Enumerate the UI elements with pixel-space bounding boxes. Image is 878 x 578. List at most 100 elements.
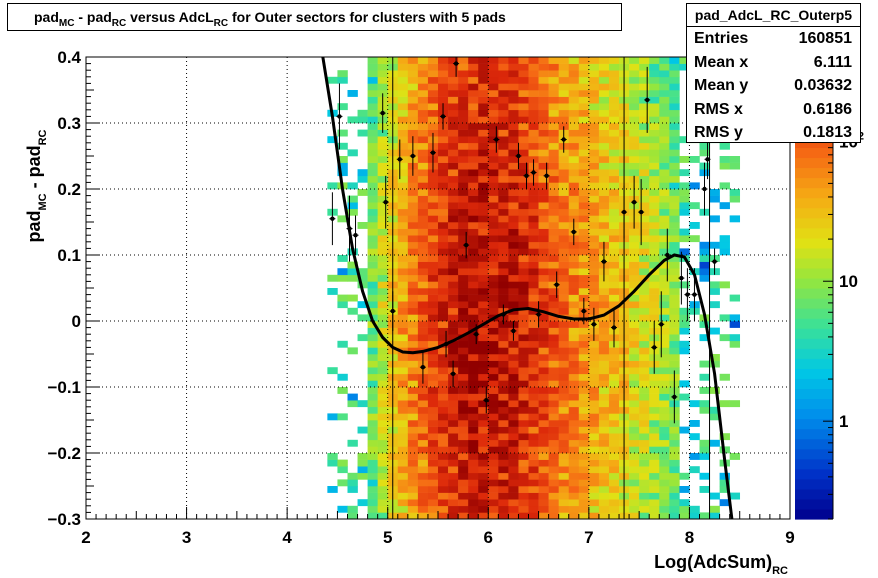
heatmap-cell xyxy=(629,83,640,91)
heatmap-cell xyxy=(568,156,580,163)
heatmap-cell xyxy=(427,116,439,124)
point-marker xyxy=(611,325,617,330)
heatmap-cell xyxy=(458,433,469,441)
heatmap-cell xyxy=(669,90,680,97)
heatmap-cell xyxy=(578,426,590,434)
heatmap-cell xyxy=(498,228,509,236)
heatmap-cell xyxy=(588,90,600,97)
heatmap-cell xyxy=(478,83,489,91)
stats-label: Mean y xyxy=(694,77,749,94)
point-marker xyxy=(353,233,358,238)
heatmap-cell xyxy=(568,373,580,381)
heatmap-cell xyxy=(578,255,590,262)
heatmap-cell xyxy=(468,294,479,302)
heatmap-cell xyxy=(458,169,469,177)
heatmap-cell xyxy=(608,189,620,196)
heatmap-cell xyxy=(407,103,419,111)
heatmap-cell xyxy=(427,57,439,64)
heatmap-cell xyxy=(608,472,620,480)
heatmap-cell xyxy=(639,195,650,203)
heatmap-cell xyxy=(629,347,640,355)
heatmap-cell xyxy=(578,347,590,355)
heatmap-cell xyxy=(478,340,489,348)
heatmap-cell xyxy=(548,340,559,348)
heatmap-cell xyxy=(427,241,439,249)
heatmap-cell xyxy=(488,387,499,394)
heatmap-cell xyxy=(699,387,710,394)
heatmap-cell xyxy=(488,169,499,177)
heatmap-cell xyxy=(649,123,660,130)
heatmap-cell xyxy=(367,492,378,500)
heatmap-cell xyxy=(458,472,469,480)
heatmap-cell xyxy=(407,281,419,289)
heatmap-cell xyxy=(538,136,549,144)
heatmap-cell xyxy=(649,387,660,394)
heatmap-cell xyxy=(498,182,509,190)
heatmap-cell xyxy=(639,116,650,124)
heatmap-cell xyxy=(377,380,389,388)
heatmap-cell xyxy=(548,307,559,315)
heatmap-cell xyxy=(608,222,620,229)
heatmap-cell xyxy=(488,446,499,454)
heatmap-cell xyxy=(608,367,620,375)
heatmap-cell xyxy=(377,439,389,447)
heatmap-cell xyxy=(458,123,469,130)
heatmap-cell xyxy=(649,492,660,500)
heatmap-cell xyxy=(649,393,660,401)
heatmap-cell xyxy=(528,367,539,375)
heatmap-cell xyxy=(367,406,378,414)
heatmap-cell xyxy=(518,321,529,328)
heatmap-cell xyxy=(538,453,549,460)
heatmap-cell xyxy=(458,96,469,104)
heatmap-cell xyxy=(367,109,378,117)
heatmap-cell xyxy=(719,156,730,163)
heatmap-cell xyxy=(568,76,580,84)
heatmap-cell xyxy=(639,340,650,348)
heatmap-cell xyxy=(659,439,670,447)
title-subscript: RC xyxy=(111,17,127,29)
heatmap-cell xyxy=(417,70,429,78)
heatmap-cell xyxy=(427,505,439,513)
heatmap-cell xyxy=(608,268,620,276)
heatmap-cell xyxy=(649,472,660,480)
heatmap-cell xyxy=(689,433,700,441)
heatmap-cell xyxy=(458,400,469,408)
heatmap-cell xyxy=(578,274,590,282)
heatmap-cell xyxy=(548,400,559,408)
heatmap-cell xyxy=(568,90,580,97)
heatmap-cell xyxy=(468,248,479,256)
heatmap-cell xyxy=(588,156,600,163)
heatmap-cell xyxy=(558,492,570,500)
heatmap-cell xyxy=(608,208,620,216)
heatmap-cell xyxy=(588,129,600,137)
heatmap-cell xyxy=(568,189,580,196)
heatmap-cell xyxy=(377,360,389,368)
heatmap-cell xyxy=(598,499,610,507)
heatmap-cell xyxy=(377,373,389,381)
heatmap-cell xyxy=(397,241,409,249)
heatmap-cell xyxy=(608,499,620,507)
heatmap-cell xyxy=(608,57,620,64)
heatmap-cell xyxy=(407,334,419,342)
heatmap-cell xyxy=(427,294,439,302)
heatmap-cell xyxy=(649,373,660,381)
heatmap-cell xyxy=(598,96,610,104)
heatmap-cell xyxy=(608,274,620,282)
heatmap-cell xyxy=(438,189,449,196)
heatmap-cell xyxy=(528,248,539,256)
heatmap-cell xyxy=(458,294,469,302)
heatmap-cell xyxy=(558,255,570,262)
heatmap-cell xyxy=(649,182,660,190)
heatmap-cell xyxy=(659,426,670,434)
heatmap-cell xyxy=(649,413,660,421)
heatmap-cell xyxy=(458,261,469,269)
heatmap-cell xyxy=(357,466,368,474)
heatmap-cell xyxy=(407,202,419,210)
heatmap-cell xyxy=(468,215,479,223)
heatmap-cell xyxy=(649,486,660,493)
heatmap-cell xyxy=(548,248,559,256)
heatmap-cell xyxy=(669,83,680,91)
heatmap-cell xyxy=(417,327,429,335)
heatmap-cell xyxy=(478,175,489,183)
heatmap-cell xyxy=(478,426,489,434)
